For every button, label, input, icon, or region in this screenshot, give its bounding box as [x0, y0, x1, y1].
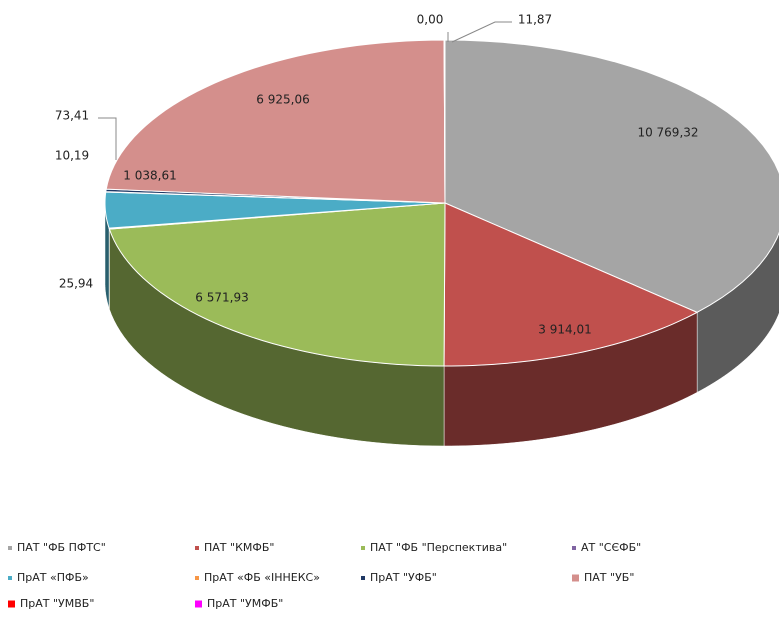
data-label: 11,87 [518, 13, 552, 27]
legend-label: ПрАТ "УМФБ" [207, 597, 283, 610]
data-label: 10,19 [55, 149, 89, 163]
slice [105, 39, 446, 204]
legend-label: ПАТ "КМФБ" [204, 541, 274, 554]
slice [104, 191, 446, 229]
legend-label: ПАТ "УБ" [584, 571, 634, 584]
legend-marker [8, 576, 12, 580]
leader-line [98, 117, 117, 160]
legend-label: ПАТ "ФБ "Перспектива" [370, 541, 507, 554]
data-label: 1 038,61 [123, 169, 176, 183]
legend-label: АТ "СЄФБ" [581, 541, 641, 554]
data-label: 3 914,01 [538, 323, 591, 337]
legend-label: ПрАТ «ПФБ» [17, 571, 89, 584]
data-label: 73,41 [55, 109, 89, 123]
legend-marker [8, 600, 15, 608]
data-label: 25,94 [59, 277, 93, 291]
legend-marker [361, 546, 365, 550]
legend-marker [8, 546, 12, 550]
slice [443, 202, 699, 367]
slice [443, 39, 446, 204]
legend-marker [195, 546, 199, 550]
legend-marker [195, 576, 199, 580]
data-label: 6 925,06 [256, 93, 309, 107]
legend-marker [361, 576, 365, 580]
legend-marker [195, 600, 202, 608]
leader-line [451, 21, 512, 43]
data-label: 10 769,32 [637, 126, 698, 140]
slice [444, 39, 779, 313]
data-label: 0,00 [417, 13, 444, 27]
legend-label: ПАТ "ФБ ПФТС" [17, 541, 106, 554]
legend-label: ПрАТ "УМВБ" [20, 597, 94, 610]
legend-label: ПрАТ «ФБ «ІННЕКС» [204, 571, 320, 584]
legend-marker [572, 546, 576, 550]
data-label: 6 571,93 [195, 291, 248, 305]
legend-label: ПрАТ "УФБ" [370, 571, 437, 584]
legend-marker [572, 574, 579, 582]
slice [108, 202, 446, 367]
